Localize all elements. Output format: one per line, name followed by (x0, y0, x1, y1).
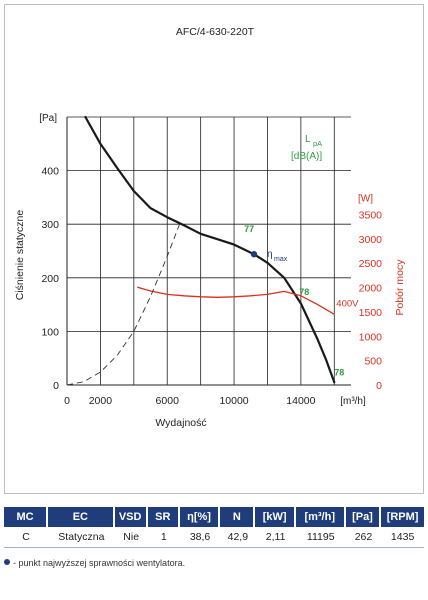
y-axis-label-right: Pobór mocy (394, 259, 406, 316)
x-unit: [m³/h] (340, 396, 366, 407)
table-cell-5: 42,9 (220, 527, 256, 548)
pressure-curve (84, 115, 336, 384)
x-tick-label: 2000 (89, 395, 113, 407)
power-curve-400v (137, 286, 335, 315)
eta-dot-icon (4, 559, 10, 565)
y-tick-label-left: 0 (53, 380, 59, 392)
x-tick-label: 6000 (156, 395, 180, 407)
fan-data-table-wrap: MC EC VSD SR η[%] N [kW] [m³/h] [Pa] [RPM] C Staty… (4, 507, 424, 548)
y-tick-label-right: 2000 (359, 283, 383, 295)
y-tick-label-left: 200 (41, 273, 59, 285)
x-tick-label: 10000 (219, 395, 248, 407)
table-header-3: SR (147, 507, 180, 527)
table-cell-3: 1 (147, 527, 180, 548)
x-tick-label: 14000 (286, 395, 315, 407)
y-unit-left: [Pa] (39, 113, 57, 124)
sound-level-label: 77 (244, 224, 254, 234)
table-header-2: VSD (114, 507, 148, 527)
table-header-8: [Pa] (345, 507, 382, 527)
sound-level-label: 78 (299, 287, 309, 297)
table-header-9: [RPM] (381, 507, 424, 527)
y-unit-right: [W] (358, 193, 373, 204)
system-curve (66, 221, 182, 386)
x-axis-label: Wydajność (155, 417, 206, 429)
table-header-4: η[%] (179, 507, 221, 527)
table-header-0: MC (4, 507, 49, 527)
sound-legend-unit: [dB(A)] (291, 151, 322, 162)
y-tick-label-right: 3500 (359, 209, 383, 221)
y-tick-label-left: 400 (41, 166, 59, 178)
table-cell-0: C (4, 527, 49, 548)
table-cell-6: 2,11 (255, 527, 296, 548)
eta-note: - punkt najwyższej sprawności wentylator… (4, 558, 185, 568)
eta-max-label: η (267, 249, 273, 260)
eta-max-sub: max (274, 256, 288, 263)
y-tick-label-right: 3000 (359, 234, 383, 246)
chart-title: AFC/4-630-220T (176, 26, 255, 38)
y-tick-label-right: 1500 (359, 307, 383, 319)
power-curve-label: 400V (336, 298, 359, 309)
table-header-6: [kW] (255, 507, 296, 527)
sound-legend-l: L (305, 134, 311, 145)
table-cell-7: 11195 (295, 527, 346, 548)
x-tick-label: 0 (64, 395, 70, 407)
table-cell-9: 1435 (381, 527, 424, 548)
chart-frame: AFC/4-630-220T [Pa] 0 100 200 300 400 [W] 0 500 10… (4, 4, 424, 494)
fan-performance-chart: AFC/4-630-220T [Pa] 0 100 200 300 400 [W] 0 500 10… (14, 26, 406, 429)
fan-data-table: MC EC VSD SR η[%] N [kW] [m³/h] [Pa] [RPM] C Staty… (4, 507, 424, 548)
table-cell-4: 38,6 (179, 527, 221, 548)
table-cell-1: Statyczna (48, 527, 115, 548)
y-tick-label-right: 0 (376, 380, 382, 392)
table-row: C Statyczna Nie 1 38,6 42,9 2,11 11195 262 1435 (4, 527, 424, 548)
table-header-5: N (220, 507, 256, 527)
table-cell-8: 262 (345, 527, 382, 548)
eta-max-point (250, 251, 258, 258)
eta-note-text: - punkt najwyższej sprawności wentylator… (13, 558, 186, 568)
y-tick-label-left: 300 (41, 219, 59, 231)
table-header-1: EC (48, 507, 115, 527)
table-header-row: MC EC VSD SR η[%] N [kW] [m³/h] [Pa] [RPM] (4, 507, 424, 527)
table-cell-2: Nie (114, 527, 148, 548)
y-tick-label-right: 500 (364, 356, 382, 368)
y-tick-label-left: 100 (41, 326, 59, 338)
sound-level-label: 78 (334, 367, 344, 377)
y-tick-label-right: 2500 (359, 258, 383, 270)
y-tick-label-right: 1000 (359, 331, 383, 343)
table-header-7: [m³/h] (295, 507, 346, 527)
y-axis-label-left: Ciśnienie statyczne (14, 210, 26, 301)
sound-legend-sub: pA (313, 139, 322, 148)
